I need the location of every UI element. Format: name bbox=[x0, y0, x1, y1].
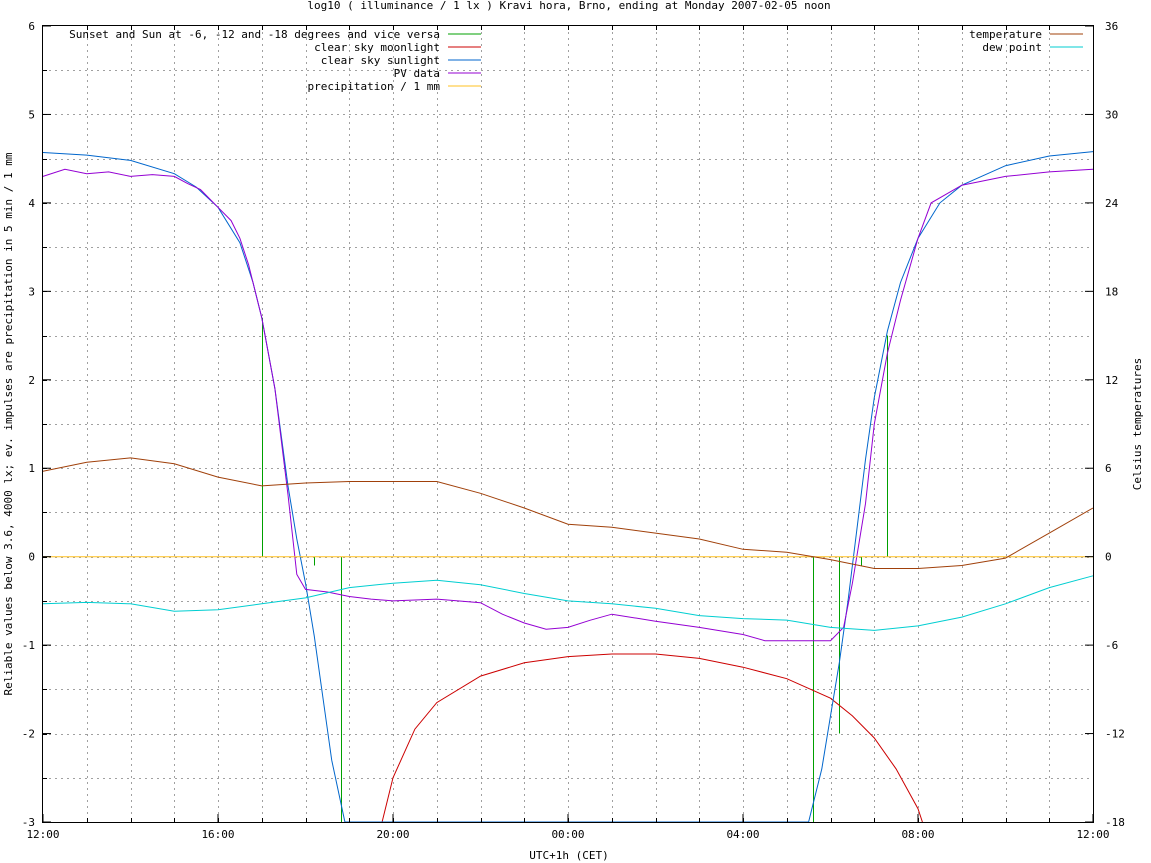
legend-label-precipitation-1-mm: precipitation / 1 mm bbox=[308, 80, 441, 93]
legend-label-clear-sky-moonlight: clear sky moonlight bbox=[314, 41, 440, 54]
legend-label-sunset-and-sun-at-6-12-and-18-degrees-and-vice-versa: Sunset and Sun at -6, -12 and -18 degree… bbox=[69, 28, 440, 41]
y2-tick-label: -12 bbox=[1105, 728, 1125, 741]
y2-tick-label: 0 bbox=[1105, 551, 1112, 564]
x-tick-label: 12:00 bbox=[26, 828, 59, 841]
y-tick-label: 4 bbox=[28, 197, 35, 210]
y-tick-label: 3 bbox=[28, 285, 35, 298]
legend-label-clear-sky-sunlight: clear sky sunlight bbox=[321, 54, 440, 67]
x-tick-label: 00:00 bbox=[551, 828, 584, 841]
y-axis-label: Reliable values below 3.6, 4000 lx; ev. … bbox=[2, 152, 15, 695]
y-tick-label: 6 bbox=[28, 20, 35, 33]
x-tick-label: 16:00 bbox=[201, 828, 234, 841]
y2-tick-label: 30 bbox=[1105, 108, 1118, 121]
y-tick-label: 2 bbox=[28, 374, 35, 387]
legend-label-pv-data: PV data bbox=[394, 67, 440, 80]
y2-tick-label: 36 bbox=[1105, 20, 1118, 33]
grid bbox=[43, 26, 1093, 822]
series-layer bbox=[42, 151, 1094, 823]
legend-label-temperature: temperature bbox=[969, 28, 1042, 41]
x-tick-label: 12:00 bbox=[1076, 828, 1109, 841]
series-line-clear-sky-sunlight bbox=[42, 151, 1094, 823]
legend-label-dew-point: dew point bbox=[982, 41, 1042, 54]
series-line-dew-point bbox=[42, 575, 1094, 631]
y2-tick-label: 12 bbox=[1105, 374, 1118, 387]
y-tick-label: 1 bbox=[28, 462, 35, 475]
y2-tick-label: 6 bbox=[1105, 462, 1112, 475]
plot-frame bbox=[42, 25, 1094, 823]
x-tick-label: 20:00 bbox=[376, 828, 409, 841]
chart-title: log10 ( illuminance / 1 lx ) Kravi hora,… bbox=[307, 0, 830, 12]
series-line-temperature bbox=[42, 457, 1094, 569]
legend: Sunset and Sun at -6, -12 and -18 degree… bbox=[69, 28, 1083, 93]
y-tick-label: 5 bbox=[28, 108, 35, 121]
y2-tick-label: 24 bbox=[1105, 197, 1119, 210]
y-tick-label: -2 bbox=[22, 728, 35, 741]
x-tick-label: 04:00 bbox=[726, 828, 759, 841]
y2-tick-label: -6 bbox=[1105, 639, 1118, 652]
y-tick-label: -3 bbox=[22, 816, 35, 829]
series-line-clear-sky-moonlight bbox=[381, 653, 923, 823]
x-axis-label: UTC+1h (CET) bbox=[529, 849, 608, 862]
x-tick-label: 08:00 bbox=[901, 828, 934, 841]
y2-axis-label: Celsius temperatures bbox=[1131, 358, 1144, 490]
y2-tick-label: 18 bbox=[1105, 285, 1118, 298]
series-line-pv-data bbox=[42, 168, 1094, 642]
y-tick-label: 0 bbox=[28, 551, 35, 564]
y2-tick-label: -18 bbox=[1105, 816, 1125, 829]
y-tick-label: -1 bbox=[22, 639, 35, 652]
